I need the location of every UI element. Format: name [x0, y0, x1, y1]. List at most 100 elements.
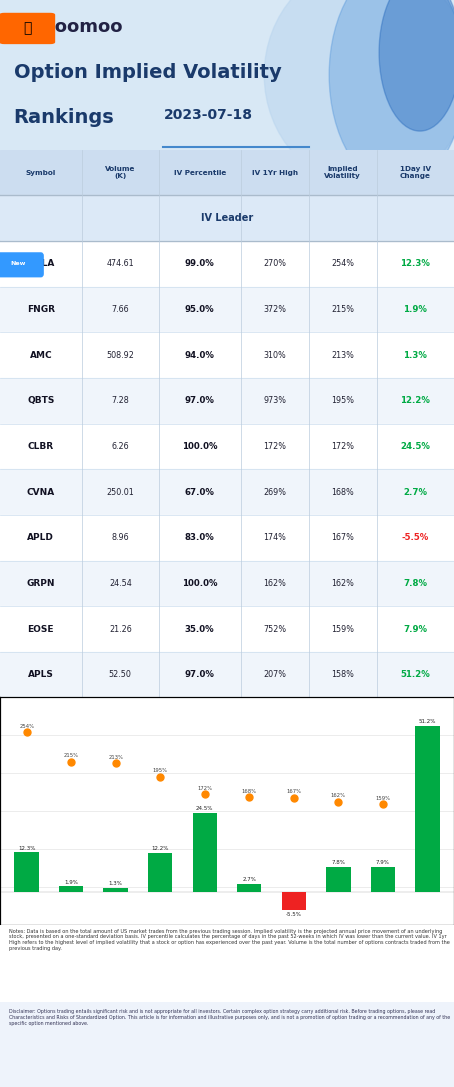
FancyBboxPatch shape — [0, 13, 54, 43]
Text: GRPN: GRPN — [27, 579, 55, 588]
Bar — [0, 561, 454, 607]
Bar — [0, 515, 454, 561]
Text: EOSE: EOSE — [28, 625, 54, 634]
Text: 94.0%: 94.0% — [185, 351, 215, 360]
Text: 7.66: 7.66 — [112, 305, 129, 314]
Bar — [15, 852, 39, 892]
Text: 215%: 215% — [331, 305, 354, 314]
Text: 250.01: 250.01 — [106, 488, 134, 497]
Bar — [192, 813, 217, 892]
Bar — [0, 607, 454, 652]
Bar — [0, 241, 454, 287]
Text: 310%: 310% — [263, 351, 286, 360]
Text: 52.50: 52.50 — [109, 671, 132, 679]
Text: IV Leader: IV Leader — [201, 213, 253, 223]
Text: 51.2%: 51.2% — [419, 720, 436, 724]
Text: Rankings: Rankings — [14, 108, 114, 127]
Text: 172%: 172% — [197, 786, 212, 790]
Text: Implied
Volatility: Implied Volatility — [325, 166, 361, 179]
Text: 35.0%: 35.0% — [185, 625, 215, 634]
Text: 7.8%: 7.8% — [404, 579, 427, 588]
Text: 12.2%: 12.2% — [400, 397, 430, 405]
Text: 1.9%: 1.9% — [404, 305, 427, 314]
Text: 474.61: 474.61 — [107, 260, 134, 268]
Text: 213%: 213% — [331, 351, 354, 360]
Ellipse shape — [379, 0, 454, 132]
Text: 100.0%: 100.0% — [182, 442, 217, 451]
Text: 8.96: 8.96 — [112, 534, 129, 542]
Bar — [0, 424, 454, 470]
Bar — [326, 867, 350, 892]
Legend: 1 DAY IV CHANGE, , IMPLIED VOLATILITY: 1 DAY IV CHANGE, , IMPLIED VOLATILITY — [116, 969, 247, 986]
Text: 7.28: 7.28 — [111, 397, 129, 405]
Text: 12.3%: 12.3% — [18, 846, 35, 851]
Text: 752%: 752% — [263, 625, 286, 634]
Text: 158%: 158% — [331, 671, 354, 679]
Point — [157, 769, 164, 786]
Text: moomoo: moomoo — [36, 18, 123, 36]
Bar — [0, 196, 454, 241]
Text: 97.0%: 97.0% — [185, 671, 215, 679]
Text: Volume
(K): Volume (K) — [105, 166, 135, 179]
Point — [335, 794, 342, 811]
Text: 24.5%: 24.5% — [196, 807, 213, 811]
Text: 2.7%: 2.7% — [242, 877, 256, 882]
Text: 270%: 270% — [263, 260, 286, 268]
Text: New: New — [10, 261, 26, 266]
Text: 95.0%: 95.0% — [185, 305, 215, 314]
Text: -5.5%: -5.5% — [286, 912, 302, 916]
Text: 372%: 372% — [263, 305, 286, 314]
Text: 158%: 158% — [420, 797, 435, 801]
Point — [112, 754, 119, 772]
Text: 508.92: 508.92 — [106, 351, 134, 360]
Text: 167%: 167% — [286, 789, 301, 795]
Bar — [0, 150, 454, 196]
Ellipse shape — [264, 0, 454, 187]
Bar — [0, 378, 454, 424]
Text: 254%: 254% — [331, 260, 354, 268]
Text: 21.26: 21.26 — [109, 625, 132, 634]
Text: 1Day IV
Change: 1Day IV Change — [400, 166, 431, 179]
Text: 174%: 174% — [263, 534, 286, 542]
Text: -5.5%: -5.5% — [402, 534, 429, 542]
Bar — [0, 287, 454, 333]
Text: 973%: 973% — [263, 397, 286, 405]
Text: NKLA: NKLA — [27, 260, 54, 268]
Text: 213%: 213% — [109, 754, 123, 760]
Bar — [104, 888, 128, 892]
Text: 207%: 207% — [263, 671, 286, 679]
Text: 1.3%: 1.3% — [109, 882, 123, 887]
Point — [246, 789, 253, 807]
Text: 83.0%: 83.0% — [185, 534, 215, 542]
Text: 1.9%: 1.9% — [64, 879, 78, 885]
Text: IV 1Yr High: IV 1Yr High — [252, 170, 298, 176]
Text: 100.0%: 100.0% — [182, 579, 217, 588]
Text: 159%: 159% — [375, 796, 390, 800]
Text: CLBR: CLBR — [28, 442, 54, 451]
Text: AMC: AMC — [30, 351, 52, 360]
Bar — [237, 884, 262, 892]
Text: 🐂: 🐂 — [23, 22, 31, 36]
Text: Option Implied Volatility: Option Implied Volatility — [14, 63, 281, 82]
Text: 159%: 159% — [331, 625, 354, 634]
Text: 215%: 215% — [64, 753, 79, 758]
Point — [424, 797, 431, 814]
Text: 97.0%: 97.0% — [185, 397, 215, 405]
Text: 167%: 167% — [331, 534, 354, 542]
Bar — [0, 333, 454, 378]
Text: Symbol: Symbol — [26, 170, 56, 176]
Text: 254%: 254% — [19, 724, 34, 728]
Text: 67.0%: 67.0% — [185, 488, 215, 497]
Text: 6.26: 6.26 — [112, 442, 129, 451]
FancyBboxPatch shape — [0, 253, 43, 277]
Text: 162%: 162% — [331, 794, 346, 798]
Text: 99.0%: 99.0% — [185, 260, 215, 268]
Text: CVNA: CVNA — [27, 488, 55, 497]
Text: 172%: 172% — [331, 442, 354, 451]
Text: 7.9%: 7.9% — [376, 860, 390, 865]
Text: 162%: 162% — [331, 579, 354, 588]
Text: 7.8%: 7.8% — [331, 860, 345, 865]
Point — [23, 724, 30, 741]
Bar — [370, 866, 395, 892]
Text: QBTS: QBTS — [27, 397, 54, 405]
